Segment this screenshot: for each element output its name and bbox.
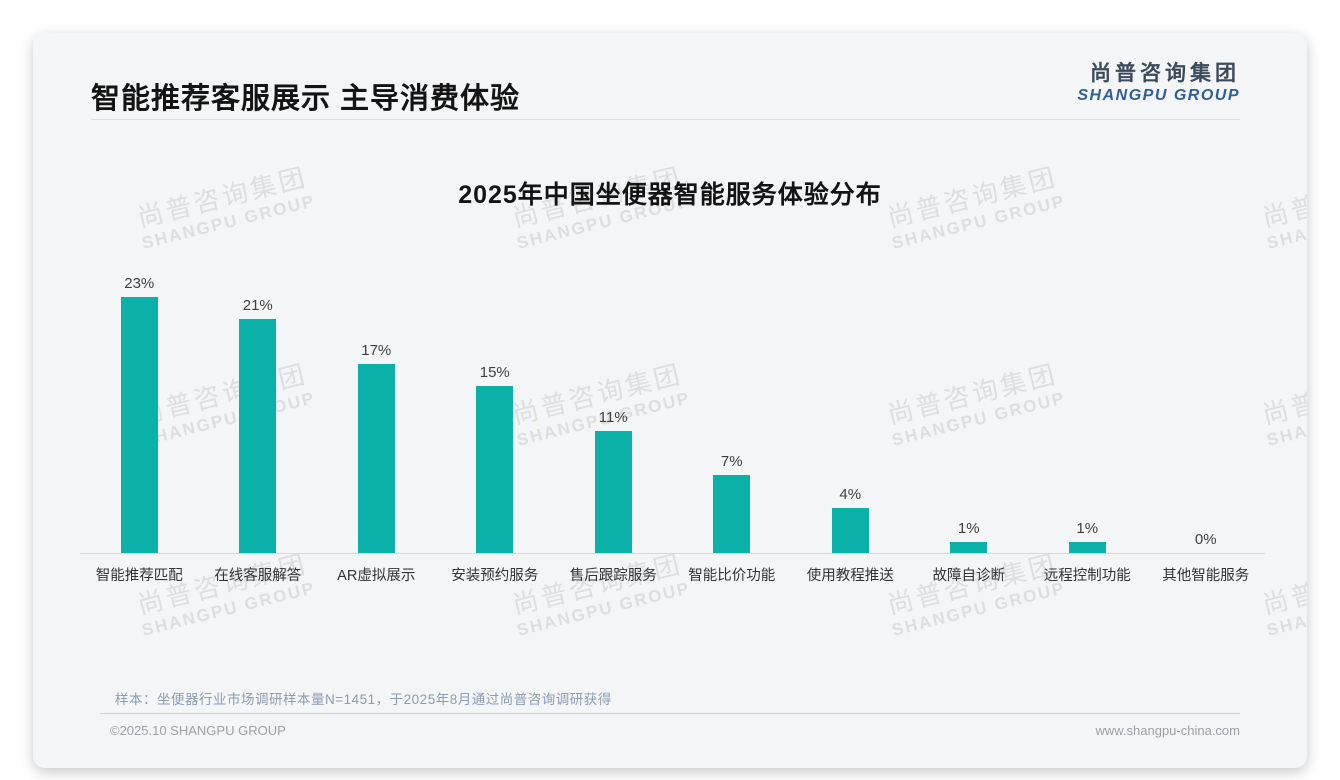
bar-value-label: 1% bbox=[957, 520, 980, 537]
bar-value-label: 21% bbox=[242, 297, 273, 314]
chart-title: 2025年中国坐便器智能服务体验分布 bbox=[458, 181, 882, 209]
page-title: 智能推荐客服展示 主导消费体验 bbox=[91, 83, 521, 115]
slide-header: 智能推荐客服展示 主导消费体验 尚普咨询集团 SHANGPU GROUP bbox=[33, 33, 1307, 119]
bar-column: 11% bbox=[554, 213, 673, 553]
bar-chart-categories: 智能推荐匹配 在线客服解答 AR虚拟展示 安装预约服务 售后跟踪服务 智能比价功能 使用教程… bbox=[80, 564, 1265, 585]
bar-value-label: 0% bbox=[1194, 531, 1217, 548]
category-label: 使用教程推送 bbox=[806, 568, 894, 584]
bar bbox=[713, 475, 751, 553]
category-label: AR虚拟展示 bbox=[337, 568, 416, 584]
watermark-cn-text: 尚普咨询集团 bbox=[884, 548, 1061, 620]
bar bbox=[594, 431, 632, 553]
bar bbox=[831, 508, 869, 553]
bar bbox=[120, 297, 158, 553]
bar bbox=[476, 386, 514, 553]
bar-value-label: 1% bbox=[1076, 520, 1099, 537]
bar-chart-plot: 23% 21% 17% 15% 11% 7% 4% 1% 1% 0% bbox=[80, 213, 1265, 554]
logo-en-text: SHANGPU GROUP bbox=[1077, 87, 1240, 105]
category-label: 智能推荐匹配 bbox=[95, 568, 183, 584]
watermark-en-text: SHANGPU GROUP bbox=[889, 578, 1068, 640]
category-label: 在线客服解答 bbox=[214, 568, 302, 584]
logo-cn-text: 尚普咨询集团 bbox=[1090, 62, 1240, 85]
category-label: 售后跟踪服务 bbox=[569, 568, 657, 584]
bar-value-label: 17% bbox=[361, 342, 392, 359]
copyright-text: ©2025.10 SHANGPU GROUP bbox=[110, 723, 286, 738]
bar-column: 4% bbox=[791, 213, 910, 553]
bar-column: 17% bbox=[317, 213, 436, 553]
bar-value-label: 15% bbox=[479, 364, 510, 381]
bar-value-label: 4% bbox=[839, 486, 862, 503]
header-divider bbox=[91, 119, 1240, 120]
company-logo: 尚普咨询集团 SHANGPU GROUP bbox=[1077, 62, 1240, 105]
sample-footnote: 样本：坐便器行业市场调研样本量N=1451，于2025年8月通过尚普咨询调研获得 bbox=[115, 692, 612, 707]
watermark-en-text: SHANGPU GROUP bbox=[1264, 388, 1307, 450]
footer-divider bbox=[100, 713, 1240, 714]
category-label: 智能比价功能 bbox=[688, 568, 776, 584]
bar-column: 0% bbox=[1147, 213, 1266, 553]
watermark-en-text: SHANGPU GROUP bbox=[139, 578, 318, 640]
watermark-cn-text: 尚普咨询集团 bbox=[509, 548, 686, 620]
bar-column: 1% bbox=[1028, 213, 1147, 553]
bar bbox=[950, 542, 988, 553]
bar bbox=[239, 319, 277, 553]
bar-column: 1% bbox=[910, 213, 1029, 553]
bar-value-label: 7% bbox=[720, 453, 743, 470]
watermark-cn-text: 尚普咨询集团 bbox=[1259, 548, 1307, 620]
category-label: 其他智能服务 bbox=[1162, 568, 1250, 584]
bar bbox=[357, 364, 395, 553]
bar-column: 15% bbox=[436, 213, 555, 553]
bar bbox=[1068, 542, 1106, 553]
watermark-cn-text: 尚普咨询集团 bbox=[134, 548, 311, 620]
watermark-en-text: SHANGPU GROUP bbox=[1264, 578, 1307, 640]
bar-column: 7% bbox=[673, 213, 792, 553]
website-url: www.shangpu-china.com bbox=[1095, 723, 1240, 738]
category-label: 安装预约服务 bbox=[451, 568, 539, 584]
category-label: 远程控制功能 bbox=[1043, 568, 1131, 584]
bar-column: 23% bbox=[80, 213, 199, 553]
category-label: 故障自诊断 bbox=[932, 568, 1006, 584]
bar-column: 21% bbox=[199, 213, 318, 553]
bar-value-label: 11% bbox=[598, 409, 628, 426]
watermark-en-text: SHANGPU GROUP bbox=[514, 578, 693, 640]
bar-value-label: 23% bbox=[124, 275, 155, 292]
